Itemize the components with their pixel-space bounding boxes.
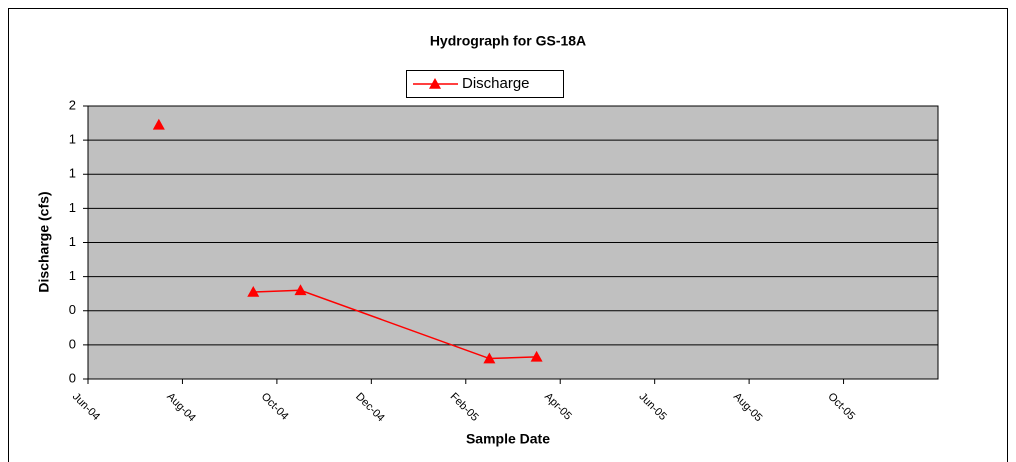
legend-label: Discharge: [462, 75, 530, 92]
y-tick-label: 1: [69, 268, 76, 283]
data-point: [294, 284, 307, 296]
y-tick-label: 0: [69, 336, 76, 351]
y-tick-label: 2: [69, 97, 76, 112]
y-tick-label: 0: [69, 370, 76, 385]
y-axis-label: Discharge (cfs): [36, 191, 52, 292]
chart-title: Hydrograph for GS-18A: [430, 33, 586, 49]
y-tick-label: 1: [69, 166, 76, 181]
y-tick-label: 1: [69, 200, 76, 215]
data-point: [247, 285, 260, 297]
x-axis-label: Sample Date: [466, 431, 550, 447]
y-tick-label: 1: [69, 132, 76, 147]
data-point: [530, 350, 543, 362]
data-point: [152, 118, 165, 130]
y-tick-label: 1: [69, 234, 76, 249]
legend-marker: [429, 78, 441, 89]
series-line: [253, 289, 537, 360]
data-point: [483, 352, 496, 364]
y-tick-label: 0: [69, 302, 76, 317]
